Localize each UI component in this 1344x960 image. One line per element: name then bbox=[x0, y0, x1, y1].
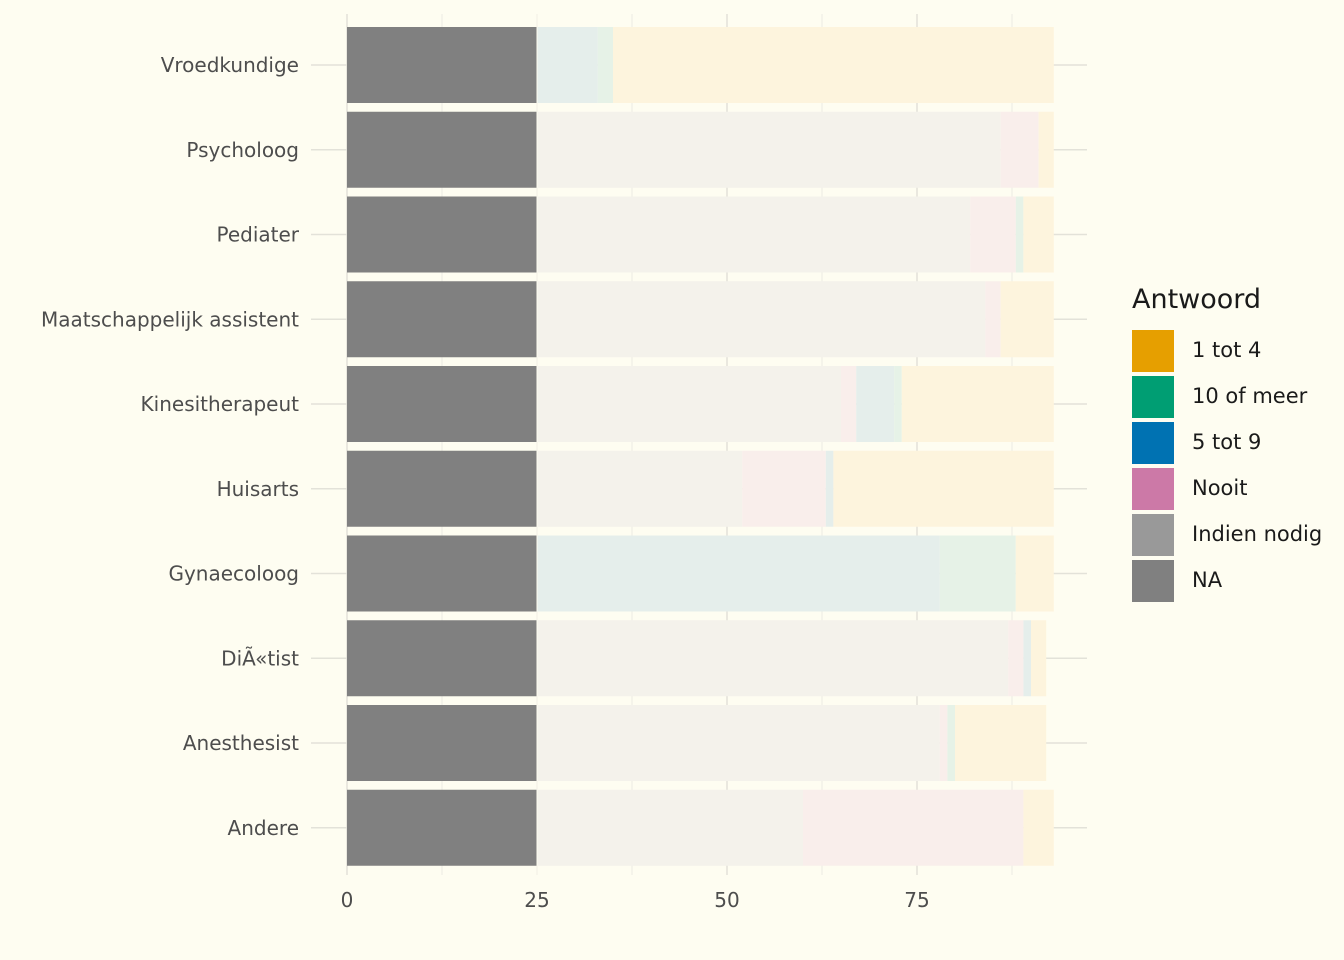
legend-label: 10 of meer bbox=[1192, 384, 1308, 408]
legend-item: 5 tot 9 bbox=[1132, 422, 1338, 466]
legend: Antwoord 1 tot 4 10 of meer 5 tot 9 Nooit In… bbox=[1132, 284, 1338, 614]
bar-segment bbox=[347, 620, 537, 697]
bar-segment bbox=[803, 789, 1024, 866]
bar-segment bbox=[1015, 535, 1054, 612]
legend-label: NA bbox=[1192, 568, 1223, 592]
legend-swatch bbox=[1132, 514, 1174, 556]
bar-segment bbox=[742, 450, 826, 527]
bar-segment bbox=[1023, 789, 1054, 866]
y-tick-label: Pediater bbox=[216, 223, 299, 247]
y-tick-label: Kinesitherapeut bbox=[141, 392, 300, 416]
legend-item: Nooit bbox=[1132, 468, 1338, 512]
legend-swatch bbox=[1132, 376, 1174, 418]
legend-title: Antwoord bbox=[1132, 284, 1262, 315]
bar-segment bbox=[825, 450, 834, 527]
y-tick-label: DiÃ«tist bbox=[221, 646, 299, 670]
bar-segment bbox=[537, 789, 803, 866]
legend-item: 1 tot 4 bbox=[1132, 330, 1338, 374]
y-tick-label: Vroedkundige bbox=[161, 53, 299, 77]
legend-swatch bbox=[1132, 422, 1174, 464]
bar-segment bbox=[901, 366, 1054, 442]
bar-segment bbox=[894, 366, 902, 442]
bar-segment bbox=[1031, 620, 1047, 697]
legend-item: NA bbox=[1132, 560, 1338, 604]
bar-segment bbox=[347, 196, 537, 273]
bars bbox=[347, 14, 1054, 875]
bar-segment bbox=[537, 366, 841, 442]
legend-swatch bbox=[1132, 330, 1174, 372]
bar-segment bbox=[537, 535, 940, 612]
y-tick-label: Maatschappelijk assistent bbox=[41, 307, 299, 331]
bar-segment bbox=[347, 535, 537, 612]
bar-segment bbox=[939, 535, 1016, 612]
bar-segment bbox=[1000, 111, 1039, 188]
x-tick-label: 0 bbox=[341, 888, 354, 912]
bar-segment bbox=[537, 281, 986, 358]
bar-segment bbox=[537, 450, 743, 527]
bar-segment bbox=[856, 366, 895, 442]
legend-item: 10 of meer bbox=[1132, 376, 1338, 420]
y-tick-label: Psycholoog bbox=[186, 138, 299, 162]
bar-segment bbox=[613, 27, 1054, 103]
bar-segment bbox=[537, 27, 598, 103]
bar-segment bbox=[947, 705, 955, 781]
bar-segment bbox=[970, 196, 1016, 273]
y-tick-label: Huisarts bbox=[217, 477, 299, 501]
bar-segment bbox=[985, 281, 1001, 358]
bar-segment bbox=[347, 27, 537, 103]
legend-label: 1 tot 4 bbox=[1192, 338, 1262, 362]
bar-segment bbox=[955, 705, 1047, 781]
legend-label: 5 tot 9 bbox=[1192, 430, 1262, 454]
bar-segment bbox=[347, 789, 537, 866]
x-tick-label: 25 bbox=[524, 888, 549, 912]
bar-segment bbox=[347, 111, 537, 188]
bar-segment bbox=[537, 620, 1009, 697]
legend-swatch bbox=[1132, 560, 1174, 602]
bar-segment bbox=[537, 196, 971, 273]
x-tick-label: 50 bbox=[714, 888, 739, 912]
y-tick-label: Andere bbox=[228, 816, 299, 840]
bar-segment bbox=[347, 366, 537, 442]
bar-segment bbox=[1015, 196, 1024, 273]
y-tick-label: Anesthesist bbox=[183, 731, 299, 755]
legend-swatch bbox=[1132, 468, 1174, 510]
y-tick-label: Gynaecoloog bbox=[168, 562, 299, 586]
bar-segment bbox=[347, 281, 537, 358]
bar-segment bbox=[833, 450, 1054, 527]
y-axis: Vroedkundige Psycholoog Pediater Maatschapp… bbox=[41, 53, 300, 840]
bar-segment bbox=[347, 705, 537, 781]
bar-segment bbox=[537, 111, 1001, 188]
bar-segment bbox=[1038, 111, 1054, 188]
legend-item: Indien nodig bbox=[1132, 514, 1338, 558]
bar-segment bbox=[1023, 620, 1031, 697]
x-axis: 0 25 50 75 bbox=[341, 888, 930, 912]
bar-segment bbox=[841, 366, 857, 442]
bar-segment bbox=[1023, 196, 1054, 273]
legend-label: Indien nodig bbox=[1192, 522, 1323, 546]
bar-segment bbox=[537, 705, 940, 781]
bar-segment bbox=[939, 705, 948, 781]
bar-segment bbox=[1000, 281, 1054, 358]
bar-segment bbox=[347, 450, 537, 527]
x-tick-label: 75 bbox=[904, 888, 929, 912]
bar-segment bbox=[1008, 620, 1024, 697]
legend-label: Nooit bbox=[1192, 476, 1248, 500]
bar-segment bbox=[597, 27, 613, 103]
